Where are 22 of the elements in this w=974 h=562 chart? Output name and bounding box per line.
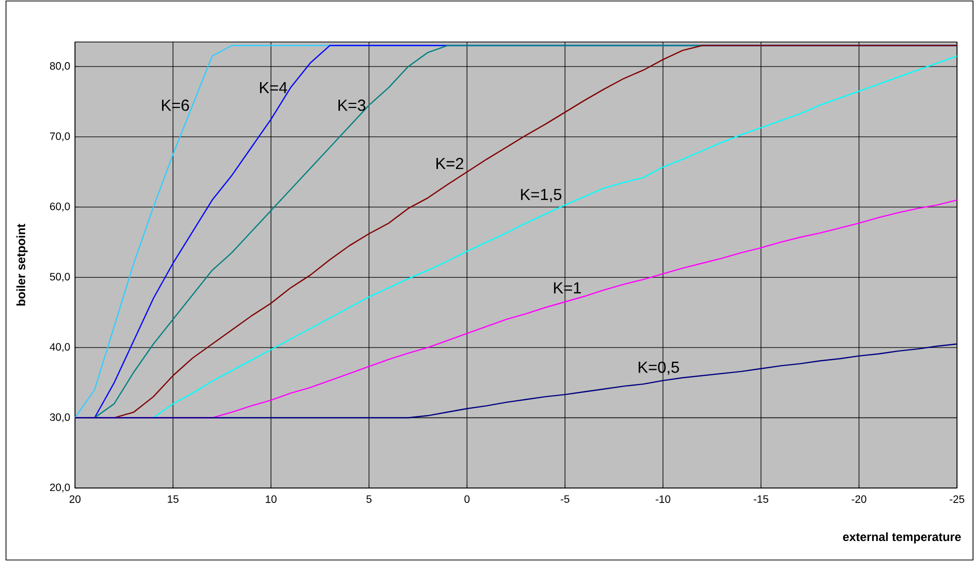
x-tick-label: 20 xyxy=(70,495,81,503)
series-label: K=3 xyxy=(338,100,366,111)
x-tick-label: 15 xyxy=(168,495,178,503)
series-label: K=2 xyxy=(436,158,464,170)
y-tick-label: 40,0 xyxy=(50,343,70,352)
y-axis-title: boiler setpoint xyxy=(16,224,28,306)
y-tick-label: 50,0 xyxy=(50,272,70,282)
x-tick-label: 10 xyxy=(266,495,277,503)
x-axis-title: external temperature xyxy=(843,532,961,544)
x-tick-label: -10 xyxy=(656,495,670,503)
y-tick-label: 30,0 xyxy=(50,413,70,422)
x-tick-label: 0 xyxy=(464,495,470,503)
y-tick-label: 60,0 xyxy=(50,202,70,212)
y-tick-label: 70,0 xyxy=(50,132,70,142)
x-tick-label: -20 xyxy=(852,495,866,503)
series-label: K=1,5 xyxy=(521,188,562,202)
y-tick-label: 80,0 xyxy=(50,62,70,71)
x-tick-label: 5 xyxy=(366,495,372,503)
y-tick-label: 20,0 xyxy=(50,484,70,492)
x-tick-label: -5 xyxy=(560,495,570,503)
x-tick-label: -25 xyxy=(950,495,964,503)
x-tick-label: -15 xyxy=(754,495,768,503)
